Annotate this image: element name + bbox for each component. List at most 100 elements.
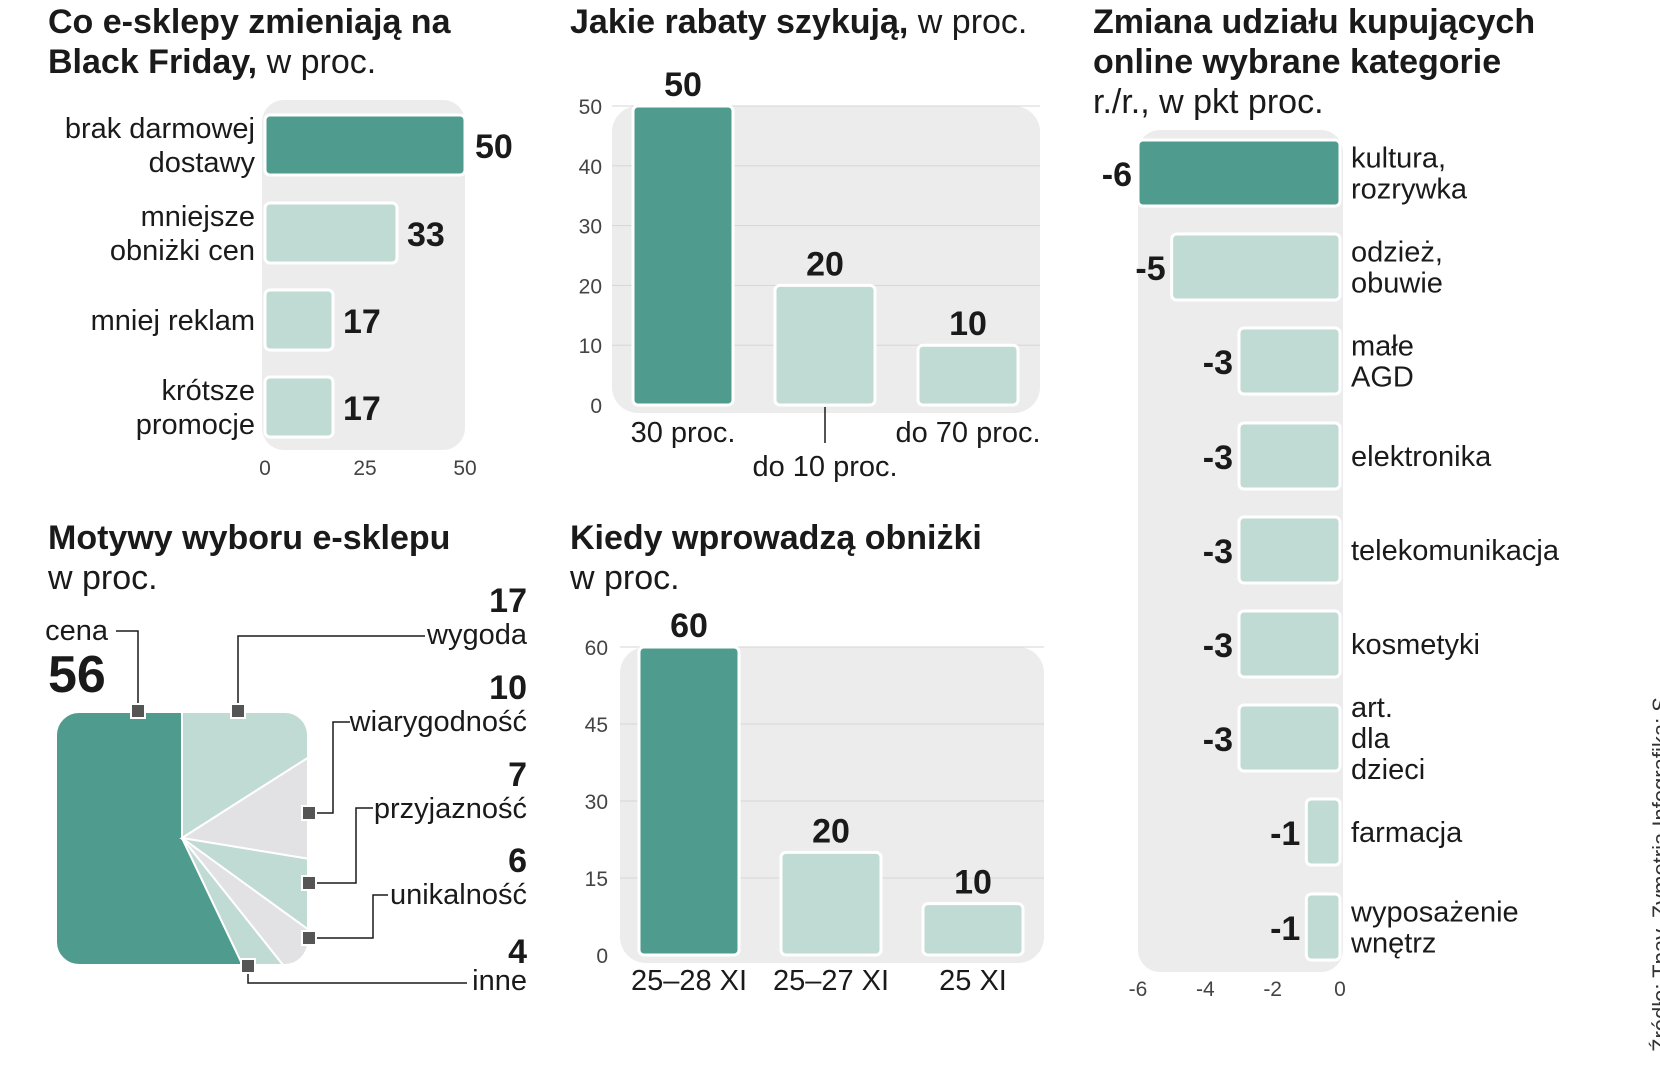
when-ytick-1: 15 <box>585 868 608 891</box>
source-note: Źródło: Tpay, Zymetria Infografika: S <box>1648 697 1660 1052</box>
motives-name-cena: cena <box>45 615 109 647</box>
discounts-category-0: 30 proc. <box>631 417 736 449</box>
motives-slices <box>55 711 309 966</box>
when-title: Kiedy wprowadzą obniżki w proc. <box>570 519 982 597</box>
share-bar-8 <box>1304 892 1342 962</box>
share-category-1-line-1: obuwie <box>1351 268 1443 300</box>
motives-frame <box>53 709 311 968</box>
motives-leader-cena <box>116 630 139 711</box>
when-bar-0 <box>637 645 741 957</box>
changes-xtick-2: 50 <box>453 457 476 480</box>
share-category-8-line-1: wnętrz <box>1350 928 1436 960</box>
changes-category-2-line-0: mniej reklam <box>91 305 255 337</box>
changes-value-1: 33 <box>407 216 445 254</box>
motives-subtitle: w proc. <box>48 559 158 597</box>
share-category-0-line-0: kultura, <box>1351 143 1446 175</box>
share-xtick-1: -4 <box>1196 978 1215 1001</box>
motives-value-wygoda: 17 <box>489 582 527 620</box>
motives-leader-wygoda <box>237 635 425 711</box>
discounts-category-2: do 70 proc. <box>895 417 1040 449</box>
when-category-2: 25 XI <box>939 965 1007 997</box>
share-category-3-line-0: elektronika <box>1351 441 1492 473</box>
share-xtick-3: 0 <box>1334 978 1346 1001</box>
when-bar-1 <box>779 850 883 957</box>
when-category-0: 25–28 XI <box>631 965 747 997</box>
changes-category-3-line-0: krótsze <box>162 375 255 407</box>
when-ytick-0: 0 <box>596 945 608 968</box>
share-value-6: -3 <box>1203 721 1233 759</box>
discounts-ytick-4: 40 <box>579 156 602 179</box>
share-category-6-line-2: dzieci <box>1351 754 1425 786</box>
share-change-title-line2: online wybrane kategorie <box>1093 43 1502 81</box>
share-value-1: -5 <box>1135 250 1165 288</box>
discounts-ytick-0: 0 <box>590 395 602 418</box>
changes-xtick-0: 0 <box>259 457 271 480</box>
discounts-ytick-5: 50 <box>579 96 602 119</box>
when-ytick-4: 60 <box>585 637 608 660</box>
share-bar-0 <box>1136 138 1342 208</box>
discounts-title: Jakie rabaty szykują, w proc. <box>570 3 1028 41</box>
discounts-ytick-1: 10 <box>579 335 602 358</box>
motives-slice-inne <box>181 837 286 966</box>
changes-plot-bg <box>262 100 465 450</box>
when-ytick-2: 30 <box>585 791 608 814</box>
motives-value-inne: 4 <box>508 933 527 971</box>
share-xtick-0: -6 <box>1129 978 1148 1001</box>
motives-marker-inne <box>240 958 256 974</box>
motives-name-inne: inne <box>472 965 527 997</box>
share-bar-2 <box>1237 326 1342 396</box>
share-value-3: -3 <box>1203 439 1233 477</box>
motives-value-wiarygodność: 10 <box>489 669 527 707</box>
changes-xtick-1: 25 <box>353 457 376 480</box>
changes-bar-3 <box>263 375 335 439</box>
discounts-ytick-3: 30 <box>579 216 602 239</box>
motives-value-przyjazność: 7 <box>508 756 527 794</box>
discounts-bar-2 <box>916 343 1020 407</box>
share-value-7: -1 <box>1270 815 1300 853</box>
discounts-bar-0 <box>631 104 735 407</box>
motives-name-wygoda: wygoda <box>426 619 528 651</box>
share-change-title-line1: Zmiana udziału kupujących <box>1093 3 1536 41</box>
motives-name-unikalność: unikalność <box>390 879 527 911</box>
share-category-0-line-1: rozrywka <box>1351 174 1468 206</box>
discounts-value-0: 50 <box>664 66 702 104</box>
share-value-0: -6 <box>1102 156 1132 194</box>
share-bar-5 <box>1237 609 1342 679</box>
motives-marker-unikalność <box>301 930 317 946</box>
discounts-bar-1 <box>773 283 877 407</box>
share-category-6-line-1: dla <box>1351 723 1391 755</box>
discounts-value-1: 20 <box>806 245 844 283</box>
motives-value-unikalność: 6 <box>508 842 527 880</box>
motives-name-przyjazność: przyjazność <box>374 793 527 825</box>
share-bar-3 <box>1237 421 1342 491</box>
motives-title: Motywy wyboru e-sklepu w proc. <box>48 519 451 597</box>
share-value-8: -1 <box>1270 910 1300 948</box>
motives-value-cena: 56 <box>48 646 106 704</box>
share-xtick-2: -2 <box>1263 978 1282 1001</box>
share-bar-7 <box>1304 797 1342 867</box>
motives-leader-unikalność <box>309 894 388 939</box>
discounts-category-1: do 10 proc. <box>752 451 897 483</box>
share-value-4: -3 <box>1203 533 1233 571</box>
share-value-5: -3 <box>1203 627 1233 665</box>
share-bar-4 <box>1237 515 1342 585</box>
share-category-8-line-0: wyposażenie <box>1350 897 1519 929</box>
motives-marker-wygoda <box>230 703 246 719</box>
motives-marker-wiarygodność <box>301 805 317 821</box>
when-ytick-3: 45 <box>585 714 608 737</box>
share-bar-6 <box>1237 703 1342 773</box>
share-category-4-line-0: telekomunikacja <box>1351 535 1560 567</box>
changes-value-3: 17 <box>343 390 381 428</box>
share-category-5-line-0: kosmetyki <box>1351 629 1480 661</box>
when-value-2: 10 <box>954 864 992 902</box>
when-value-0: 60 <box>670 607 708 645</box>
motives-leader-wiarygodność <box>309 721 350 814</box>
share-category-1-line-0: odzież, <box>1351 237 1443 269</box>
when-category-1: 25–27 XI <box>773 965 889 997</box>
changes-category-0-line-1: dostawy <box>149 147 256 179</box>
changes-category-0-line-0: brak darmowej <box>65 113 255 145</box>
